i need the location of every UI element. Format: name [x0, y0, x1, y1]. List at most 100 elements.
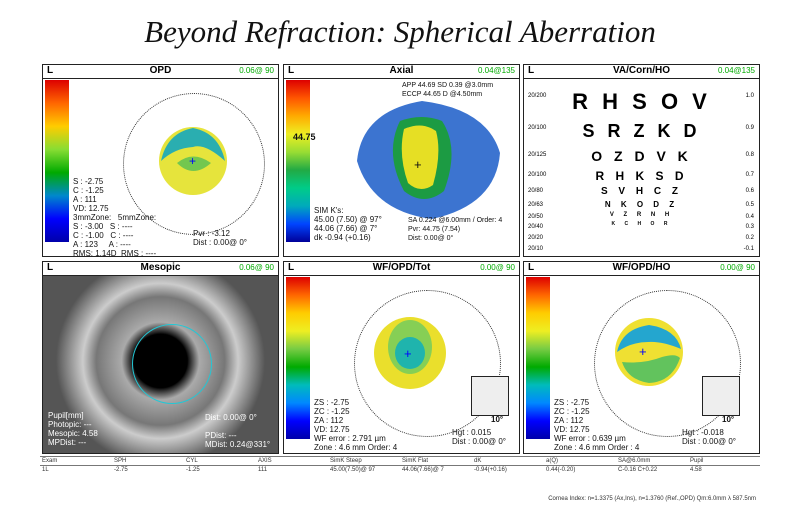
- acuity-left: 20/80: [528, 188, 544, 194]
- wf-total-map: +: [374, 317, 446, 389]
- acuity-left: 20/20: [528, 235, 544, 241]
- panel-header: L Mesopic 0.06@ 90: [43, 262, 278, 276]
- bottom-value: -0.94(+0.16): [472, 465, 544, 474]
- dial-ring: [354, 290, 501, 437]
- wf-ho-panel: L WF/OPD/HO 0.00@ 90 + ZS : -2.75 ZC : -1.…: [523, 261, 760, 454]
- dial-ring: [594, 290, 741, 437]
- acuity-row: N K O D Z: [604, 200, 679, 209]
- acuity-left: 20/100: [528, 125, 547, 131]
- acuity-right: -0.1: [743, 246, 754, 252]
- va-panel: L VA/Corn/HO 0.04@135 R H S O V S R Z K D …: [523, 64, 760, 257]
- inset-label: 10°: [491, 415, 504, 424]
- acuity-row: O Z D V K: [591, 148, 692, 164]
- panel-title: WF/OPD/Tot: [372, 262, 431, 273]
- acuity-right: 0.8: [745, 152, 754, 158]
- axial-center: 44.75: [293, 132, 316, 142]
- acuity-row: K C H O R: [611, 221, 672, 227]
- eye-label: L: [47, 262, 54, 273]
- panel-title: OPD: [149, 65, 172, 76]
- bottom-label: a(Q): [544, 456, 616, 465]
- wf-total-panel: L WF/OPD/Tot 0.00@ 90 + ZS : -2.75 ZC : -1…: [283, 261, 520, 454]
- bottom-label: SimK Steep: [328, 456, 400, 465]
- acuity-left: 20/40: [528, 224, 544, 230]
- panel-value: 0.04@135: [477, 66, 515, 75]
- axial-map: +: [357, 101, 500, 219]
- ps-inset: [471, 376, 509, 416]
- pupil-ring: [132, 324, 212, 404]
- opd-footer: Pvr : -3.12 Dist : 0.00@ 0°: [193, 229, 248, 247]
- acuity-row: S V H C Z: [600, 186, 682, 197]
- bottom-values: 1L -2.75 -1.25 111 45.00(7.50)@ 97 44.06(7.66…: [40, 465, 760, 474]
- page-title: Beyond Refraction: Spherical Aberration: [144, 14, 656, 49]
- acuity-right: 0.3: [745, 224, 754, 230]
- bottom-labels: Exam SPH CYL AXIS SimK Steep SimK Flat dK a(Q) S…: [40, 456, 760, 465]
- wf-ho-map: +: [615, 318, 683, 386]
- acuity-row: S R Z K D: [582, 121, 701, 141]
- bottom-value: 45.00(7.50)@ 97: [328, 465, 400, 474]
- acuity-row: R H S O V: [572, 89, 711, 114]
- bottom-value: 1L: [40, 465, 112, 474]
- panel-value: 0.06@ 90: [239, 66, 274, 75]
- acuity-right: 0.2: [745, 235, 754, 241]
- axial-footer: SA 0.224 @6.00mm / Order: 4 Pvr: 44.75 (…: [408, 217, 503, 242]
- opd-panel: L OPD 0.06@ 90 + S : -2.75 C : -1.25 A : 1…: [42, 64, 279, 257]
- panel-title: WF/OPD/HO: [612, 262, 671, 273]
- panel-title: Axial: [389, 65, 414, 76]
- bottom-label: CYL: [184, 456, 256, 465]
- axial-sim-k: SIM K's: 45.00 (7.50) @ 97° 44.06 (7.66)…: [314, 206, 382, 242]
- mesopic-panel: L Mesopic 0.06@ 90 Pupil[mm] Photopic: ---…: [42, 261, 279, 454]
- acuity-right: 0.6: [745, 188, 754, 194]
- acuity-right: 1.0: [745, 93, 754, 99]
- acuity-left: 20/100: [528, 172, 547, 178]
- bottom-label: SPH: [112, 456, 184, 465]
- panel-header: L OPD 0.06@ 90: [43, 65, 278, 79]
- opd-stats: S : -2.75 C : -1.25 A : 111 VD: 12.75 3m…: [73, 177, 157, 257]
- acuity-left: 20/200: [528, 93, 547, 99]
- acuity-right: 0.7: [745, 172, 754, 178]
- axial-panel: L Axial 0.04@135 APP 44.69 SD 0.39 @3.0mm …: [283, 64, 520, 257]
- bottom-value: 4.58: [688, 465, 760, 474]
- eye-label: L: [288, 262, 295, 273]
- svg-text:+: +: [414, 157, 422, 172]
- svg-text:+: +: [404, 346, 412, 361]
- panel-title: Mesopic: [140, 262, 181, 273]
- acuity-left: 20/63: [528, 202, 544, 208]
- color-scale: [45, 80, 69, 242]
- wf-ho-footer: Hgt : -0.018 Dist : 0.00@ 0°: [682, 428, 737, 446]
- bottom-label: dK: [472, 456, 544, 465]
- bottom-value: -1.25: [184, 465, 256, 474]
- inset-label: 10°: [722, 415, 735, 424]
- panel-header: L VA/Corn/HO 0.04@135: [524, 65, 759, 79]
- acuity-left: 20/125: [528, 152, 547, 158]
- acuity-right: 0.4: [745, 214, 754, 220]
- axial-top: APP 44.69 SD 0.39 @3.0mm ECCP 44.65 D @4…: [402, 82, 494, 98]
- wf-total-stats: ZS : -2.75 ZC : -1.25 ZA : 112 VD: 12.75…: [314, 398, 398, 452]
- panel-value: 0.06@ 90: [239, 263, 274, 272]
- panel-header: L Axial 0.04@135: [284, 65, 519, 79]
- acuity-left: 20/10: [528, 246, 544, 252]
- opd-map: +: [159, 127, 227, 195]
- bottom-label: Exam: [40, 456, 112, 465]
- eye-label: L: [47, 65, 54, 76]
- color-scale: [526, 277, 550, 439]
- eye-label: L: [528, 262, 535, 273]
- bottom-label: Pupil: [688, 456, 760, 465]
- acuity-row: R H K S D: [595, 169, 688, 183]
- bottom-value: 111: [256, 465, 328, 474]
- eye-label: L: [528, 65, 535, 76]
- bottom-label: SimK Flat: [400, 456, 472, 465]
- eye-label: L: [288, 65, 295, 76]
- wf-total-footer: Hgt : 0.015 Dist : 0.00@ 0°: [452, 428, 507, 446]
- acuity-right: 0.5: [745, 202, 754, 208]
- panel-header: L WF/OPD/Tot 0.00@ 90: [284, 262, 519, 276]
- mesopic-footer: Dist: 0.00@ 0° PDist: --- MDist: 0.24@33…: [205, 413, 271, 449]
- acuity-left: 20/50: [528, 214, 544, 220]
- bottom-value: 44.06(7.66)@ 7: [400, 465, 472, 474]
- acuity-row: V Z R N H: [609, 212, 674, 218]
- acuity-chart: R H S O V S R Z K D O Z D V K R H K S D …: [524, 85, 759, 256]
- bottom-summary: Exam SPH CYL AXIS SimK Steep SimK Flat dK a(Q) S…: [40, 456, 760, 474]
- cornea-index: Cornea Index: n=1.3375 (Ax,Ins), n=1.376…: [548, 496, 756, 502]
- svg-text:+: +: [639, 344, 647, 359]
- panel-value: 0.00@ 90: [480, 263, 515, 272]
- bottom-label: SA@6.0mm: [616, 456, 688, 465]
